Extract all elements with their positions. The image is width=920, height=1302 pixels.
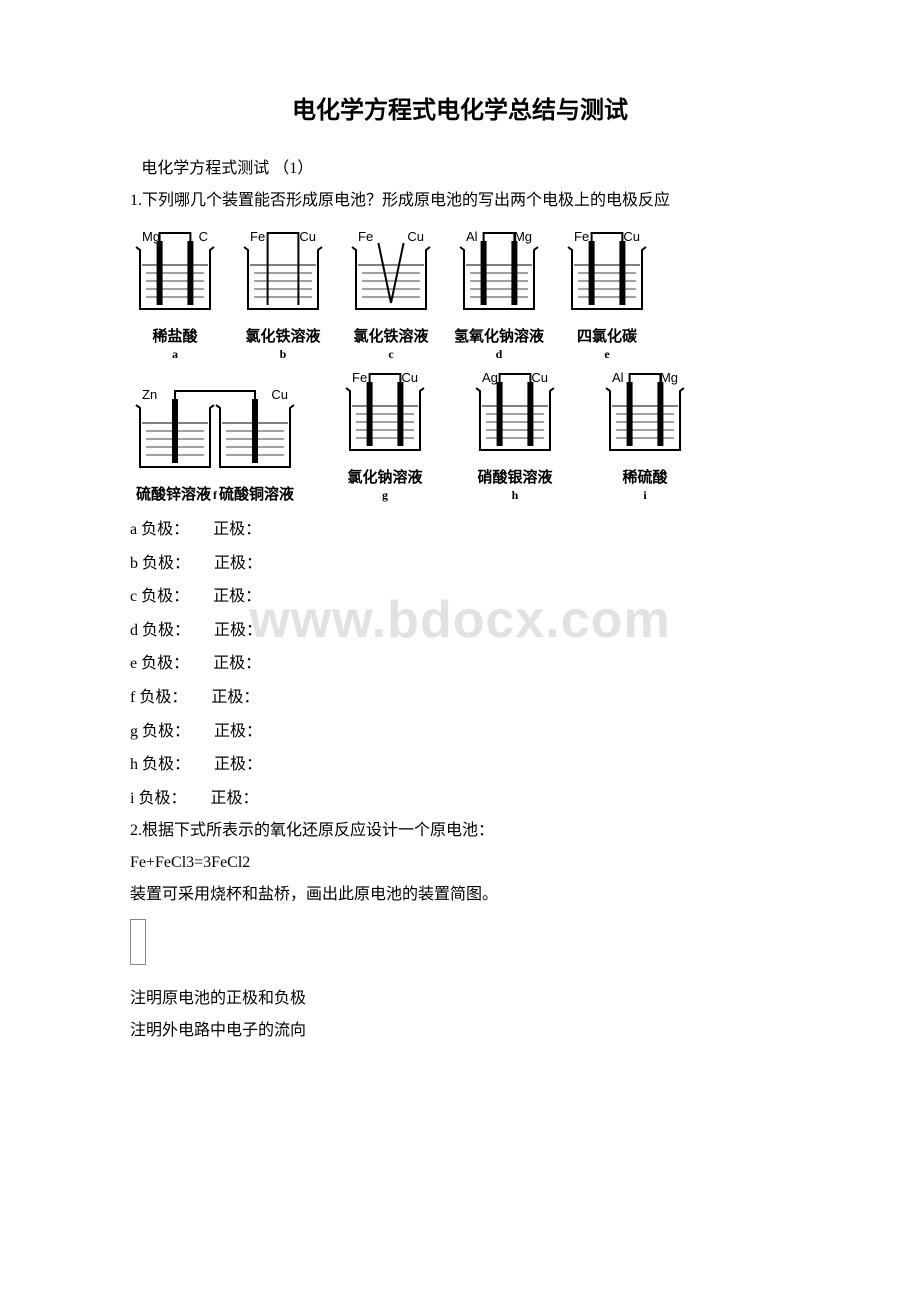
- placeholder-box: [130, 919, 146, 965]
- q2-line-a: 2.根据下式所表示的氧化还原反应设计一个原电池：: [130, 815, 790, 847]
- answer-neg-label: i 负极：: [130, 790, 186, 807]
- svg-text:Fe: Fe: [574, 229, 589, 244]
- beaker-cell: Al Mg 稀硫酸i: [600, 368, 690, 503]
- svg-text:Cu: Cu: [299, 229, 316, 244]
- answer-pos-label: 正极：: [214, 555, 262, 572]
- svg-text:Zn: Zn: [142, 387, 157, 402]
- answer-line: g 负极： 正极：: [130, 715, 790, 749]
- beaker-diagram: Al Mg: [454, 227, 544, 327]
- svg-text:Al: Al: [466, 229, 478, 244]
- beaker-diagram: Mg C: [130, 227, 220, 327]
- q2-line-e: 注明外电路中电子的流向: [130, 1015, 790, 1047]
- beaker-caption: 稀硫酸i: [622, 470, 667, 503]
- beaker-caption: 四氯化碳e: [577, 329, 637, 362]
- answer-pos-label: 正极：: [213, 655, 261, 672]
- beaker-cell: Zn Cu 硫酸锌溶液f硫酸铜溶液: [130, 385, 300, 504]
- answer-pos-label: 正极：: [213, 588, 261, 605]
- beaker-diagram: Al Mg: [600, 368, 690, 468]
- answer-pos-label: 正极：: [211, 689, 259, 706]
- svg-text:Fe: Fe: [358, 229, 373, 244]
- answer-line: i 负极： 正极：: [130, 782, 790, 816]
- beaker-diagram: Fe Cu: [238, 227, 328, 327]
- answer-neg-label: a 负极：: [130, 521, 189, 538]
- svg-text:C: C: [199, 229, 208, 244]
- beaker-cell: Fe Cu 氯化钠溶液g: [340, 368, 430, 503]
- svg-text:Fe: Fe: [250, 229, 265, 244]
- beaker-caption: 硝酸银溶液h: [477, 470, 552, 503]
- answer-pos-label: 正极：: [214, 622, 262, 639]
- answer-line: e 负极： 正极：: [130, 647, 790, 681]
- beaker-cell: Fe Cu 四氯化碳e: [562, 227, 652, 362]
- answer-neg-label: e 负极：: [130, 655, 189, 672]
- answer-neg-label: d 负极：: [130, 622, 190, 639]
- answer-neg-label: f 负极：: [130, 689, 187, 706]
- q2-line-d: 注明原电池的正极和负极: [130, 983, 790, 1015]
- answer-neg-label: c 负极：: [130, 588, 189, 605]
- answer-line: f 负极： 正极：: [130, 681, 790, 715]
- answer-line: d 负极： 正极：: [130, 614, 790, 648]
- intro-line-2: 1.下列哪几个装置能否形成原电池？形成原电池的写出两个电极上的电极反应: [130, 185, 790, 217]
- beaker-diagram: Ag Cu: [470, 368, 560, 468]
- svg-text:Cu: Cu: [531, 370, 548, 385]
- diagram-row-2: Zn Cu 硫酸锌溶液f硫酸铜溶液 Fe Cu 氯化钠溶液g Ag Cu 硝酸银溶液h Al Mg 稀…: [130, 368, 790, 503]
- beaker-cell: Fe Cu 氯化铁溶液b: [238, 227, 328, 362]
- beaker-caption: 氢氧化钠溶液d: [454, 329, 544, 362]
- beaker-cell: Mg C 稀盐酸a: [130, 227, 220, 362]
- beaker-caption: 硫酸锌溶液f硫酸铜溶液: [136, 487, 294, 504]
- svg-text:Mg: Mg: [660, 370, 678, 385]
- diagram-row-1: Mg C 稀盐酸a Fe Cu 氯化铁溶液b Fe Cu 氯化铁溶液c Al Mg 氢氧化钠溶液d Fe…: [130, 227, 790, 362]
- answer-line: a 负极： 正极：: [130, 513, 790, 547]
- answer-neg-label: g 负极：: [130, 723, 190, 740]
- svg-text:Cu: Cu: [407, 229, 424, 244]
- answer-pos-label: 正极：: [213, 521, 261, 538]
- answer-line: c 负极： 正极：: [130, 580, 790, 614]
- answer-pos-label: 正极：: [214, 756, 262, 773]
- svg-text:Cu: Cu: [401, 370, 418, 385]
- answer-line: h 负极： 正极：: [130, 748, 790, 782]
- page-title: 电化学方程式电化学总结与测试: [130, 90, 790, 125]
- answer-neg-label: b 负极：: [130, 555, 190, 572]
- beaker-cell: Al Mg 氢氧化钠溶液d: [454, 227, 544, 362]
- svg-text:Mg: Mg: [142, 229, 160, 244]
- answer-neg-label: h 负极：: [130, 756, 190, 773]
- beaker-caption: 氯化铁溶液c: [353, 329, 428, 362]
- beaker-diagram: Zn Cu: [130, 385, 300, 485]
- answer-pos-label: 正极：: [214, 723, 262, 740]
- beaker-caption: 氯化钠溶液g: [347, 470, 422, 503]
- svg-text:Cu: Cu: [623, 229, 640, 244]
- diagram-grid: Mg C 稀盐酸a Fe Cu 氯化铁溶液b Fe Cu 氯化铁溶液c Al Mg 氢氧化钠溶液d Fe…: [130, 227, 790, 503]
- svg-text:Fe: Fe: [352, 370, 367, 385]
- beaker-cell: Fe Cu 氯化铁溶液c: [346, 227, 436, 362]
- beaker-diagram: Fe Cu: [562, 227, 652, 327]
- beaker-cell: Ag Cu 硝酸银溶液h: [470, 368, 560, 503]
- beaker-caption: 氯化铁溶液b: [245, 329, 320, 362]
- intro-line-1: 电化学方程式测试 （1）: [130, 153, 790, 185]
- answer-pos-label: 正极：: [210, 790, 258, 807]
- svg-text:Cu: Cu: [271, 387, 288, 402]
- beaker-caption: 稀盐酸a: [152, 329, 197, 362]
- svg-text:Mg: Mg: [514, 229, 532, 244]
- beaker-diagram: Fe Cu: [346, 227, 436, 327]
- answer-lines: a 负极： 正极： b 负极： 正极： c 负极： 正极： d 负极： 正极： e 负极： 正极：…: [130, 513, 790, 815]
- beaker-diagram: Fe Cu: [340, 368, 430, 468]
- svg-text:Al: Al: [612, 370, 624, 385]
- q2-line-b: Fe+FeCl3=3FeCl2: [130, 847, 790, 879]
- answer-line: b 负极： 正极：: [130, 547, 790, 581]
- svg-text:Ag: Ag: [482, 370, 498, 385]
- q2-line-c: 装置可采用烧杯和盐桥，画出此原电池的装置简图。: [130, 879, 790, 911]
